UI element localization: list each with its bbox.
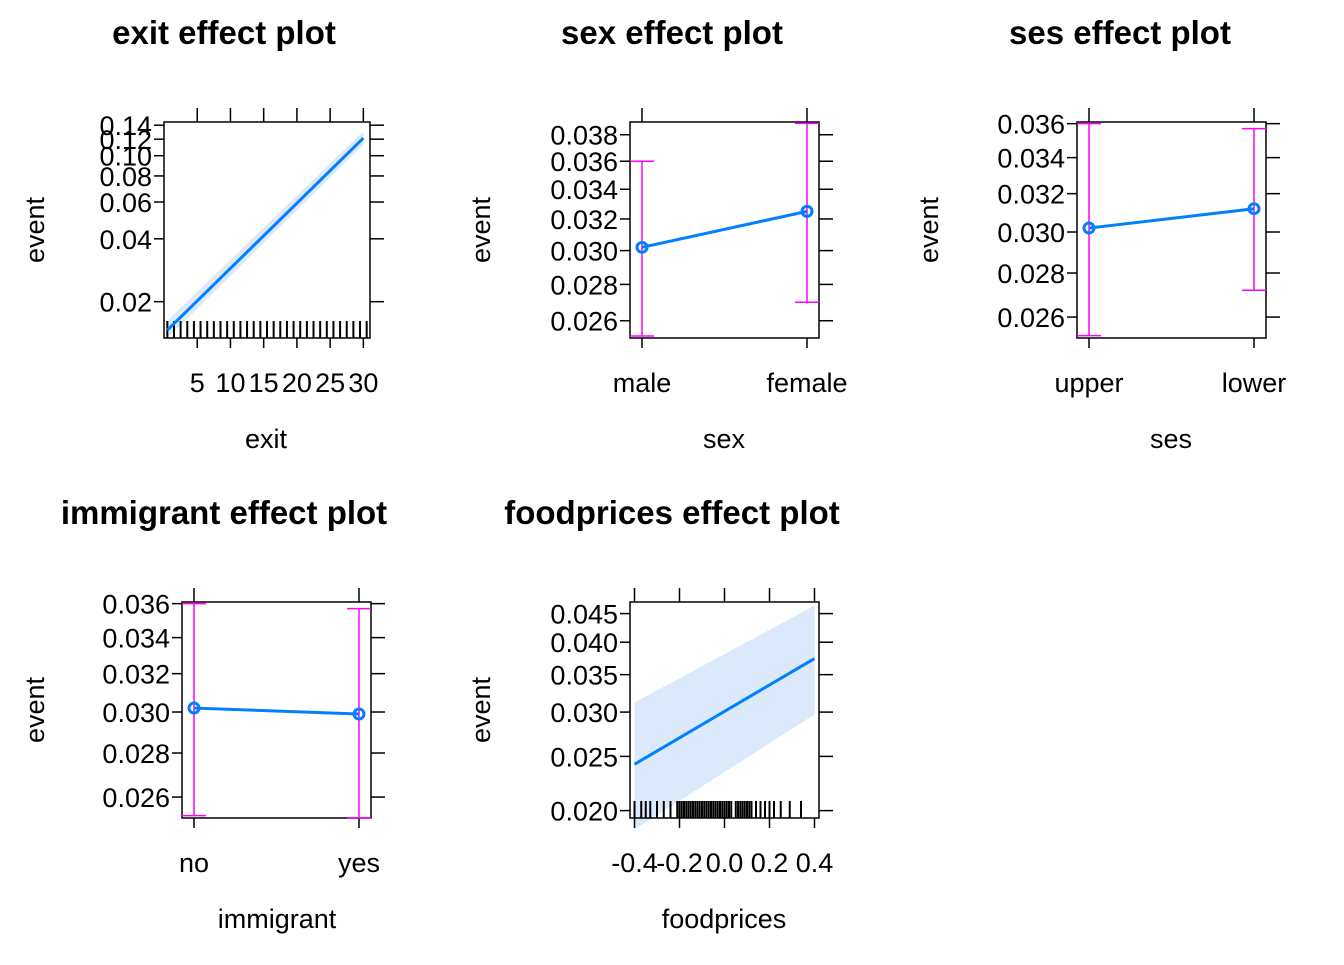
effect-line [166,136,365,332]
x-tick-label: 30 [348,368,378,398]
panel-title: exit effect plot [112,14,336,51]
x-tick-label: 10 [215,368,245,398]
effect-panel-5: foodprices effect plot foodprices event 0.0… [466,494,840,934]
y-tick-label: 0.14 [99,111,152,141]
x-tick-label: -0.2 [656,848,703,878]
y-axis-label: event [914,196,944,263]
x-tick-label: 5 [190,368,205,398]
y-tick-label: 0.038 [550,121,618,151]
y-tick-label: 0.02 [99,288,152,318]
x-tick-label: 0.0 [706,848,744,878]
panel-title: sex effect plot [561,14,783,51]
y-tick-label: 0.036 [997,110,1065,140]
y-axis-label: event [20,196,50,263]
plot-frame [163,121,371,339]
effect-panel-1: exit effect plot exit event 0.02 0.04 0.060.0… [20,14,384,454]
y-tick-label: 0.045 [550,600,618,630]
effect-point [635,240,649,254]
y-tick-label: 0.12 [99,125,152,155]
y-tick-label: 0.028 [997,259,1065,289]
y-tick-label: 0.04 [99,225,152,255]
x-tick-label: 0.4 [796,848,834,878]
y-tick-label: 0.032 [550,205,618,235]
x-axis-label: exit [245,424,288,454]
y-tick-label: 0.032 [997,180,1065,210]
y-tick-label: 0.036 [550,147,618,177]
y-tick-label: 0.032 [102,660,170,690]
x-tick-label: female [766,368,847,398]
x-tick-label: male [613,368,672,398]
plot-frame [629,121,820,339]
effect-panel-4: immigrant effect plot immigrant event 0.026… [20,494,387,934]
effect-point [352,707,366,721]
y-tick-label: 0.030 [102,698,170,728]
y-tick-label: 0.030 [550,698,618,728]
y-tick-label: 0.040 [550,628,618,658]
effect-point [800,204,814,218]
x-tick-label: 25 [315,368,345,398]
confidence-band [634,605,815,830]
effect-point [1247,202,1261,216]
x-tick-label: 0.2 [751,848,789,878]
x-axis-label: foodprices [662,904,787,934]
y-tick-label: 0.034 [550,175,618,205]
panel-title: immigrant effect plot [61,494,387,531]
panel-title: foodprices effect plot [504,494,840,531]
y-tick-label: 0.020 [550,797,618,827]
y-axis-label: event [466,196,496,263]
y-tick-label: 0.026 [550,307,618,337]
y-tick-label: 0.036 [102,590,170,620]
x-axis-label: sex [703,424,746,454]
y-tick-label: 0.06 [99,188,152,218]
y-tick-label: 0.026 [102,783,170,813]
effect-line [193,706,360,716]
y-tick-label: 0.030 [550,237,618,267]
y-axis-label: event [466,676,496,743]
y-tick-label: 0.08 [99,162,152,192]
x-tick-label: 15 [249,368,279,398]
y-tick-label: 0.026 [997,303,1065,333]
x-tick-label: no [179,848,209,878]
x-tick-label: upper [1054,368,1123,398]
y-tick-label: 0.030 [997,218,1065,248]
y-tick-label: 0.025 [550,742,618,772]
x-axis-label: immigrant [218,904,337,934]
effect-point [1082,221,1096,235]
effect-line [633,657,816,766]
y-tick-label: 0.028 [550,270,618,300]
effect-line [641,209,808,249]
x-tick-label: lower [1222,368,1287,398]
y-tick-label: 0.034 [997,144,1065,174]
effect-point [187,701,201,715]
effect-line [1088,207,1255,230]
effect-panel-2: sex effect plotsexevent0.0260.0280.0300.… [466,14,848,454]
x-axis-label: ses [1150,424,1192,454]
panel-title: ses effect plot [1009,14,1231,51]
plot-frame [181,601,372,819]
y-tick-label: 0.034 [102,624,170,654]
y-axis-label: event [20,676,50,743]
plot-frame [1076,121,1267,339]
x-tick-label: 20 [282,368,312,398]
y-tick-label: 0.10 [99,142,152,172]
effect-panel-3: ses effect plot ses event 0.026 0.028 0.030 0.… [914,14,1286,454]
x-tick-label: yes [338,848,380,878]
x-tick-label: -0.4 [611,848,658,878]
y-tick-label: 0.028 [102,739,170,769]
y-tick-label: 0.035 [550,661,618,691]
